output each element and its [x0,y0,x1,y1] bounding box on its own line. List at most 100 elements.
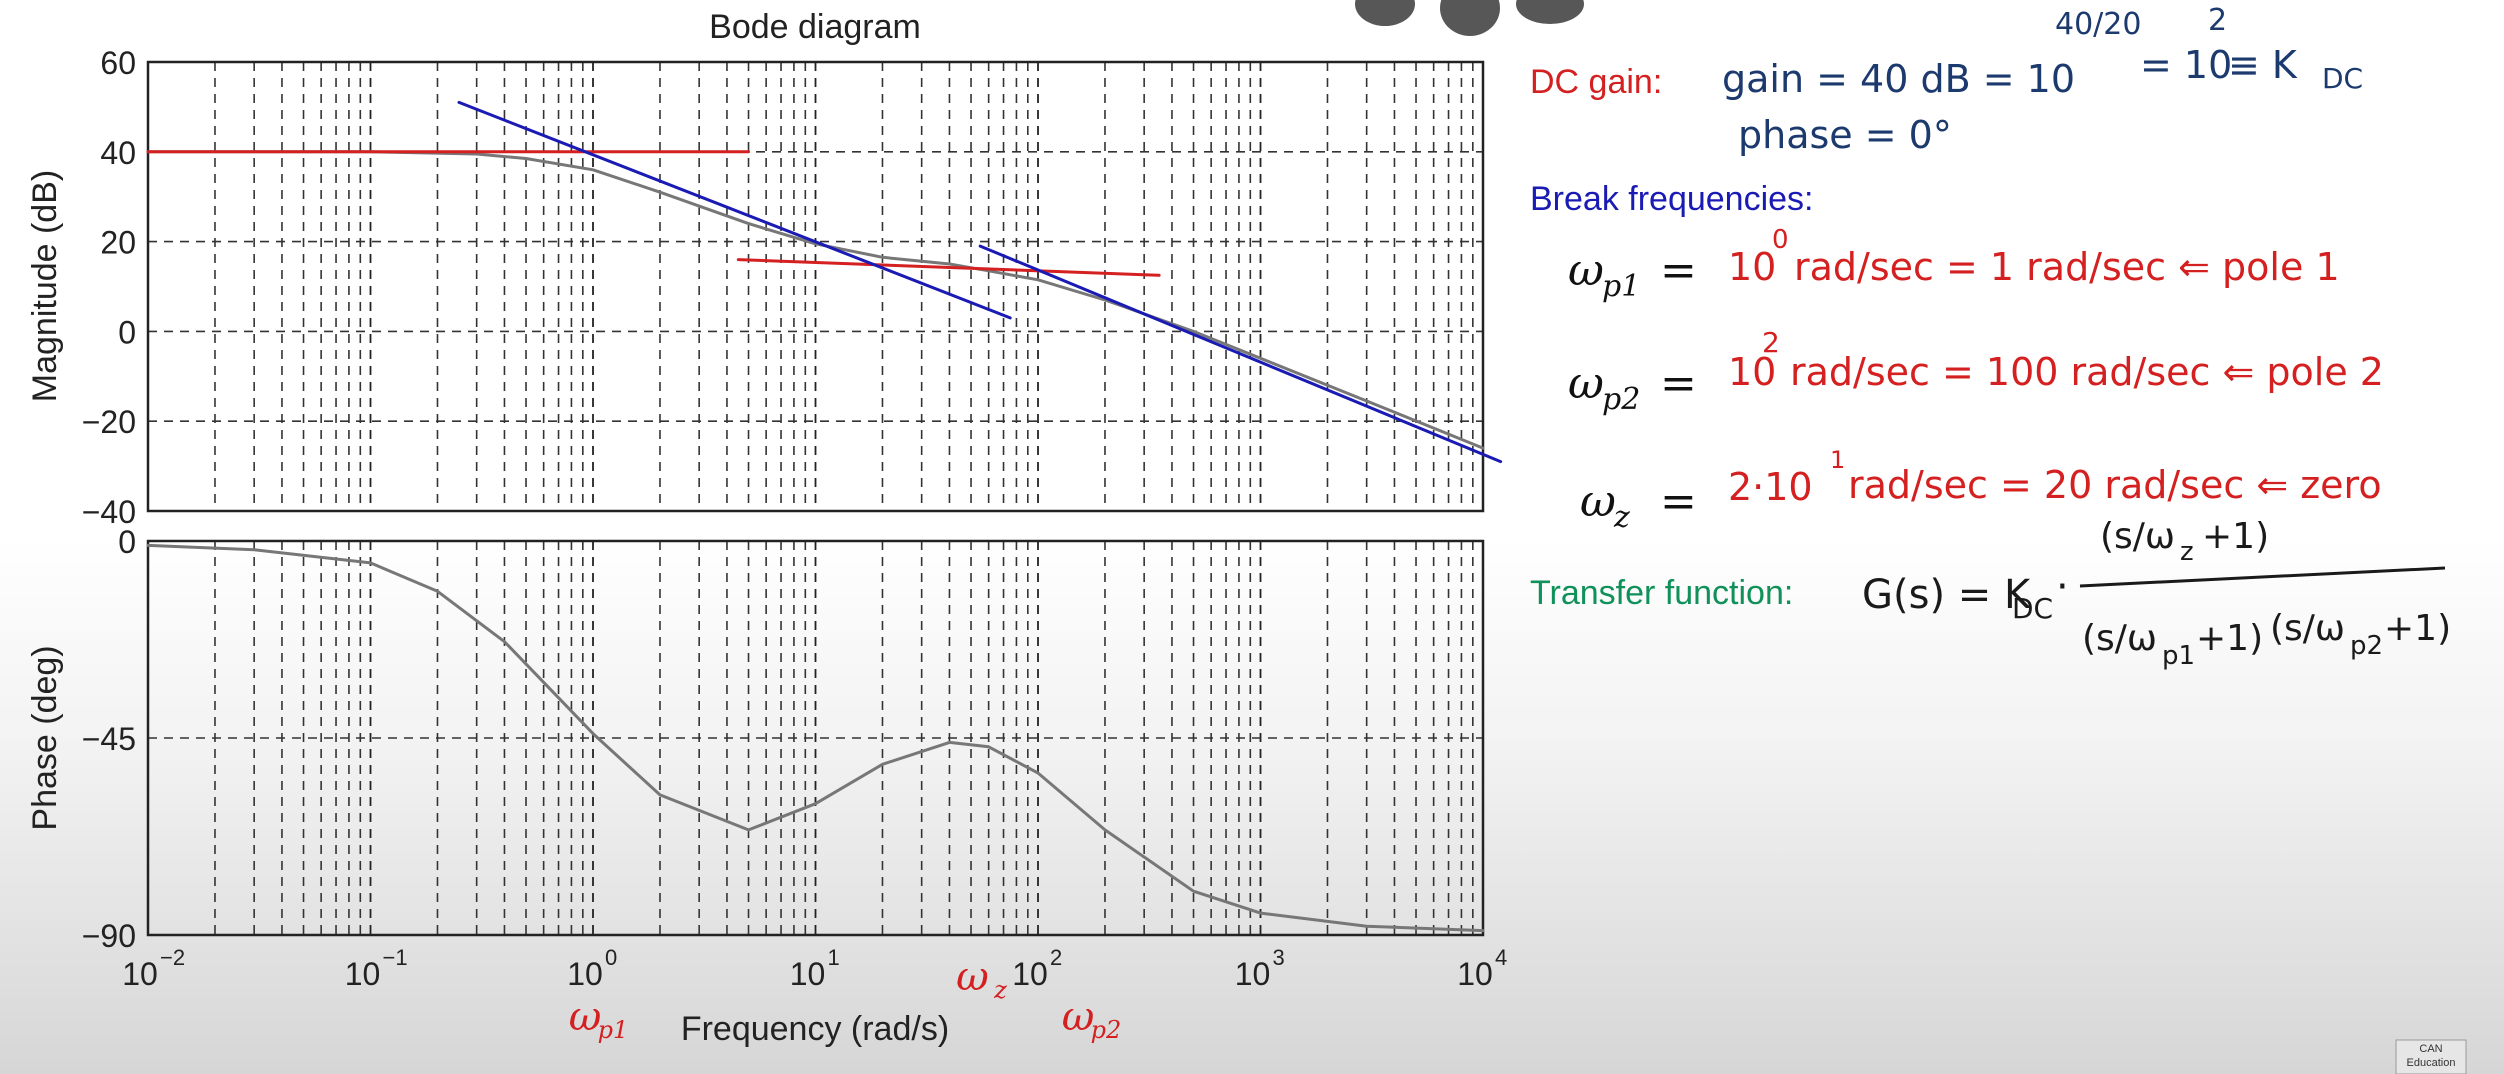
wz-eq: = [1660,476,1697,527]
wz-value-a: 2·10 [1728,465,1813,509]
freq-marker-sub: z [993,976,1007,1004]
phase-curve [146,543,1485,933]
phase-grid [148,540,1483,936]
magnitude-grid [148,61,1483,512]
chart-title: Bode diagram [709,8,921,46]
decorative-blobs [1355,0,1584,36]
wz-sub: z [1613,500,1630,535]
phase-y-label: Phase (deg) [26,645,64,830]
dc-gain-exp2: 2 [2208,3,2227,38]
wp1-sub: p1 [1602,269,1640,304]
magnitude-y-tick-label: 40 [100,135,136,171]
x-tick-exponent: 2 [1050,945,1062,970]
x-tick-label: 10 [345,956,381,992]
wz-symbol: ω [1580,476,1616,527]
tf-denominator-2-tail: +1) [2384,608,2451,649]
magnitude-y-tick-label: 20 [100,225,136,261]
x-tick-exponent: 4 [1495,945,1507,970]
magnitude-asymptote [736,258,1161,277]
x-tick-labels: 10 −2 10 −1 10 0 10 1 10 2 10 3 10 4 [122,945,1507,992]
x-tick-label: 10 [1457,956,1493,992]
magnitude-asymptote [457,100,1012,320]
magnitude-series [146,100,1503,464]
x-tick-exponent: −2 [160,945,185,970]
wp1-eq: = [1660,245,1697,296]
dc-gain-line1: gain = 40 dB = 10 40/20 = 10 2 ≡ K DC [1722,3,2363,101]
annotations: DC gain: gain = 40 dB = 10 40/20 = 10 2 … [1530,3,2451,671]
wp2-value-b: rad/sec = 100 rad/sec ⇐ pole 2 [1790,350,2384,394]
break-title: Break frequencies: [1530,180,1814,218]
x-axis-label: Frequency (rad/s) [681,1010,949,1048]
magnitude-y-tick-label: −40 [82,494,136,530]
phase-y-tick-label: −90 [82,918,136,954]
magnitude-y-tick-label: 60 [100,45,136,81]
dc-gain-exp: 40/20 [2055,7,2141,42]
tf-numerator-sub: z [2180,537,2194,567]
dc-gain-sub: DC [2322,62,2363,95]
logo: CAN Education [2395,1039,2467,1074]
x-tick-exponent: 3 [1273,945,1285,970]
magnitude-y-tick-label: 0 [118,314,136,350]
x-tick-exponent: −1 [383,945,408,970]
freq-marker-symbol: ω [956,954,989,1000]
wz-value-exp: 1 [1830,446,1845,474]
logo-line2: Education [2407,1057,2456,1069]
wp2-sub: p2 [1602,382,1640,417]
tf-denominator-2-sub: p2 [2350,631,2383,661]
dc-gain-text-a: gain = 40 dB = 10 [1722,57,2075,101]
x-tick-exponent: 0 [605,945,617,970]
wp1-symbol: ω [1568,245,1604,296]
dc-gain-text-c: ≡ K [2228,43,2298,87]
wp1-row: ω p1 = 10 0 rad/sec = 1 rad/sec ⇐ pole 1 [1568,225,2340,304]
phase-y-tick-label: 0 [118,524,136,560]
wp1-value-exp: 0 [1772,225,1789,255]
freq-marker-symbol: ω [1062,994,1095,1040]
tf-numerator: (s/ω [2100,516,2175,557]
wp2-symbol: ω [1568,358,1604,409]
wp2-row: ω p2 = 10 2 rad/sec = 100 rad/sec ⇐ pole… [1568,326,2384,417]
x-tick-label: 10 [122,956,158,992]
x-tick-label: 10 [567,956,603,992]
tf-lhs: G(s) = K [1862,572,2032,618]
tf-lhs-sub: DC [2012,592,2053,625]
phase-series [146,543,1485,933]
tf-denominator-1-tail: +1) [2196,618,2263,659]
freq-marker-sub: p1 [598,1016,629,1044]
dc-gain-text-b: = 10 [2140,43,2232,87]
tf-dot: · [2056,564,2069,610]
magnitude-y-tick-label: −20 [82,404,136,440]
x-tick-label: 10 [1012,956,1048,992]
x-tick-label: 10 [1235,956,1271,992]
tf-denominator-2: (s/ω [2270,608,2345,649]
magnitude-frame [146,60,1485,513]
wp2-eq: = [1660,358,1697,409]
wp1-value-a: 10 [1728,245,1776,289]
x-tick-label: 10 [790,956,826,992]
phase-y-ticks: 0 −45 −90 [82,524,136,954]
phase-y-tick-label: −45 [82,721,136,757]
tf-denominator-1-sub: p1 [2162,641,2195,671]
dc-phase: phase = 0° [1738,113,1952,157]
tf-numerator-tail: +1) [2202,516,2269,557]
logo-line1: CAN [2419,1043,2442,1055]
wp2-value-a: 10 [1728,350,1776,394]
wp1-value-b: rad/sec = 1 rad/sec ⇐ pole 1 [1794,245,2340,289]
dc-gain-title: DC gain: [1530,63,1662,101]
magnitude-plot: 60 40 20 0 −20 −40 Magnitude (dB) [26,45,1503,530]
phase-plot: 0 −45 −90 Phase (deg) [26,524,1485,954]
transfer-function-title: Transfer function: [1530,574,1793,612]
freq-marker-symbol: ω [569,994,602,1040]
tf-fraction-bar [2079,566,2446,588]
freq-marker-sub: p2 [1091,1016,1122,1044]
wz-value-b: rad/sec = 20 rad/sec ⇐ zero [1848,463,2382,507]
wp2-value-exp: 2 [1762,326,1780,359]
magnitude-curve [146,150,1485,450]
tf-denominator-1: (s/ω [2082,618,2157,659]
transfer-function-expression: G(s) = K DC · (s/ω z +1) (s/ω p1 +1) (s/… [1862,516,2451,671]
magnitude-y-ticks: 60 40 20 0 −20 −40 [82,45,136,530]
x-tick-exponent: 1 [828,945,840,970]
phase-frame [146,539,1485,937]
magnitude-y-label: Magnitude (dB) [26,170,64,402]
